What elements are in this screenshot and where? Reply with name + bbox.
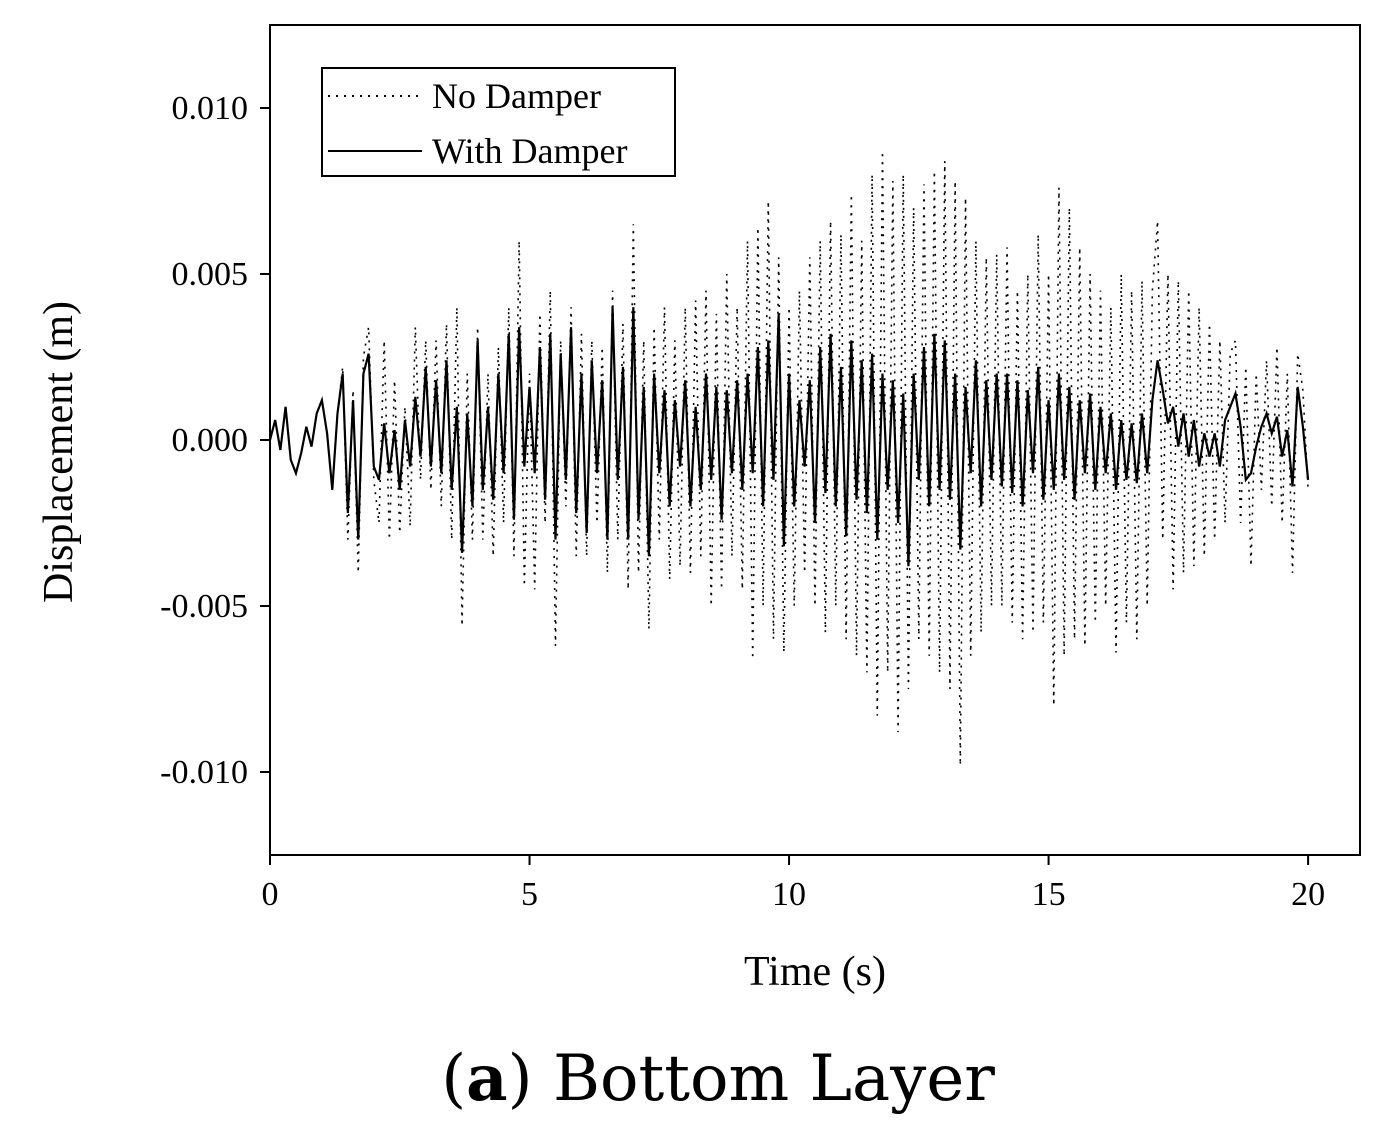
legend-label: No Damper: [432, 76, 601, 116]
y-tick-label: 0.005: [172, 256, 249, 293]
legend-label: With Damper: [432, 131, 628, 171]
x-tick-label: 0: [262, 876, 279, 913]
y-tick-label: -0.010: [160, 754, 248, 791]
series-line: [268, 307, 1310, 567]
x-tick-label: 20: [1291, 876, 1325, 913]
y-tick-label: 0.000: [172, 422, 249, 459]
plot-frame: [269, 24, 1361, 856]
x-tick-label: 10: [772, 876, 806, 913]
x-tick-label: 5: [521, 876, 538, 913]
caption: (a) Bottom Layer: [441, 1041, 995, 1116]
x-tick-label: 15: [1032, 876, 1066, 913]
series-line: [269, 151, 1309, 766]
legend-box: [321, 67, 676, 177]
caption-part: a: [466, 1041, 507, 1116]
y-tick-label: 0.010: [172, 90, 249, 127]
x-axis-label: Time (s): [744, 949, 886, 995]
y-tick-label: -0.005: [160, 588, 248, 625]
y-axis-label: Displacement (m): [36, 301, 82, 603]
caption-part: (: [441, 1042, 466, 1116]
caption-part: ) Bottom Layer: [508, 1042, 996, 1116]
